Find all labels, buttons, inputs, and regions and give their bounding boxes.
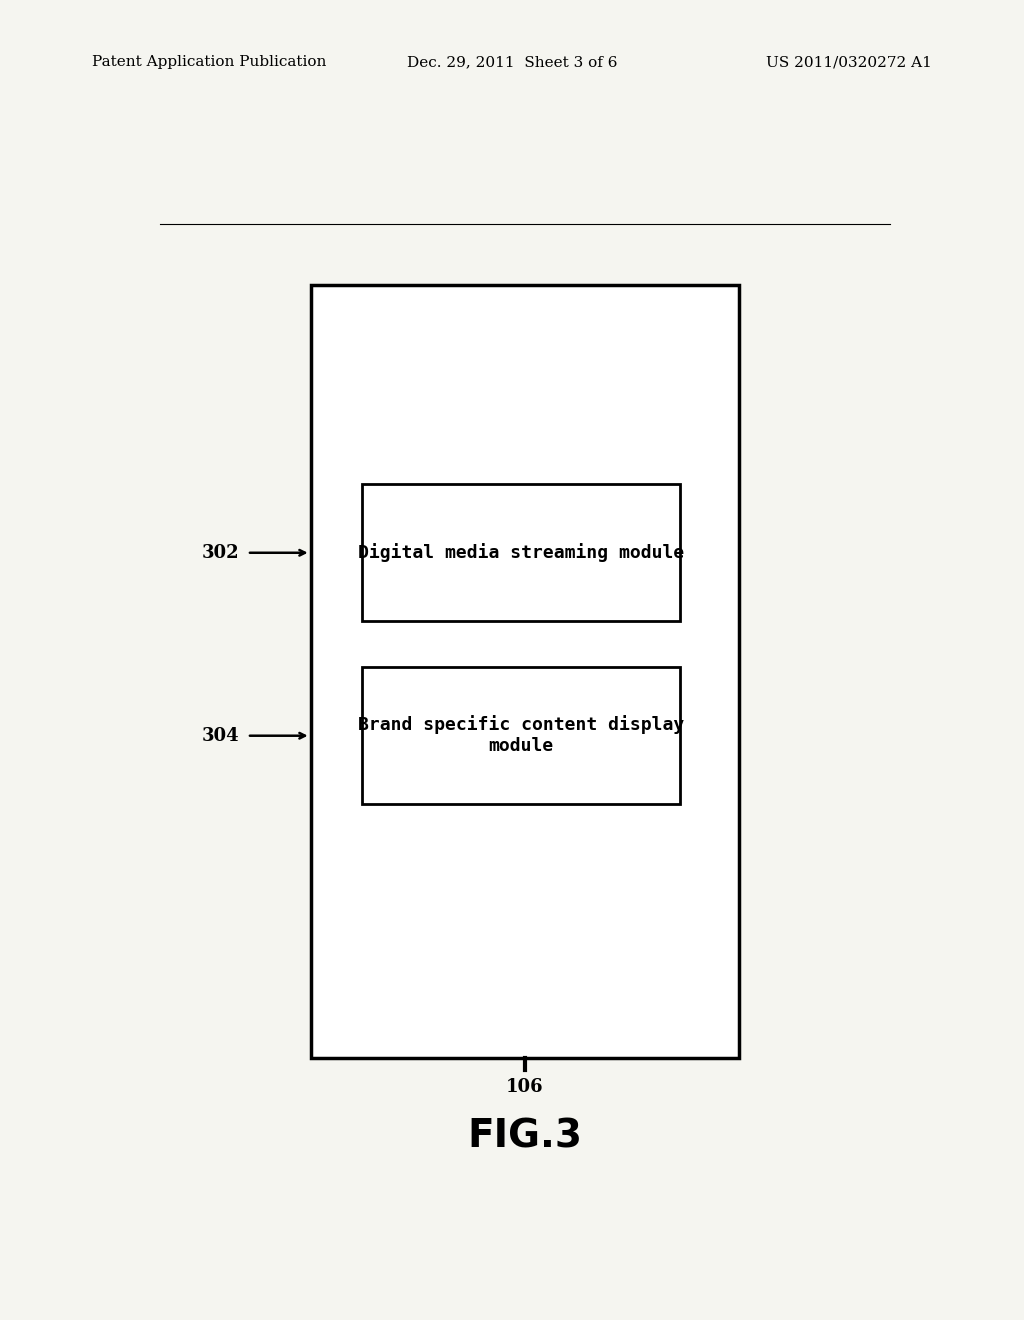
Text: Dec. 29, 2011  Sheet 3 of 6: Dec. 29, 2011 Sheet 3 of 6: [407, 55, 617, 70]
Text: FIG.3: FIG.3: [467, 1117, 583, 1155]
Text: 106: 106: [506, 1078, 544, 1096]
Text: Digital media streaming module: Digital media streaming module: [357, 543, 684, 562]
Text: Patent Application Publication: Patent Application Publication: [92, 55, 327, 70]
Bar: [310, 285, 739, 1057]
Bar: [362, 483, 680, 620]
Text: 302: 302: [202, 544, 239, 562]
Text: Brand specific content display
module: Brand specific content display module: [357, 715, 684, 755]
Bar: [362, 667, 680, 804]
Text: US 2011/0320272 A1: US 2011/0320272 A1: [766, 55, 932, 70]
Text: 304: 304: [202, 727, 239, 744]
